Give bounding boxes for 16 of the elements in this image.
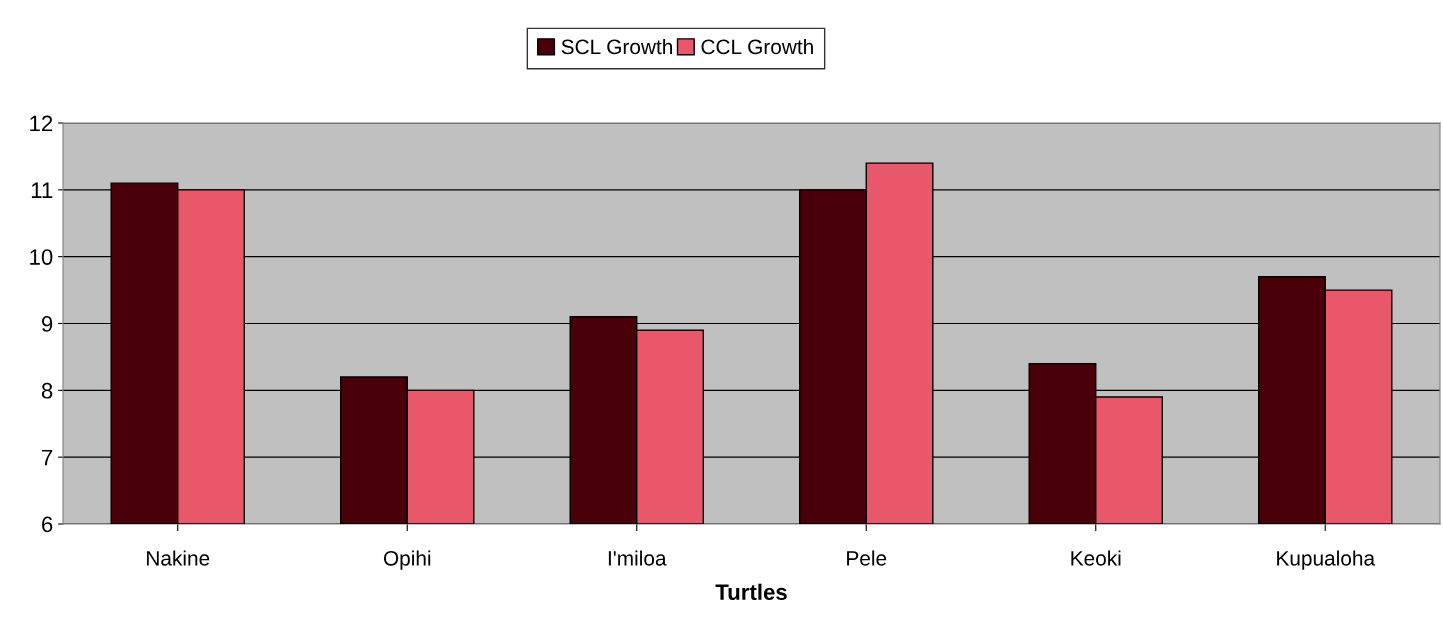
y-tick-label: 10 [30, 249, 53, 265]
y-tick-label: 8 [41, 382, 53, 399]
x-tick-label: Pele [847, 550, 887, 566]
y-tick-label: 11 [31, 182, 53, 198]
y-tick-label: 12 [30, 115, 53, 132]
x-tick-label: Opihi [383, 550, 431, 570]
y-tick-label: 9 [41, 316, 53, 332]
x-axis-title: Turtles [715, 583, 787, 601]
x-tick-label: Nakine [147, 550, 210, 566]
x-tick-label: Kupualoha [1277, 550, 1376, 570]
y-tick-label: 7 [42, 449, 53, 466]
legend-label: SCL Growth [561, 38, 672, 55]
x-tick-label: Keoki [1071, 550, 1121, 566]
y-tick-label: 6 [42, 516, 53, 533]
x-tick-label: I'miloa [608, 550, 667, 566]
legend-label: CCL Growth [701, 38, 813, 55]
